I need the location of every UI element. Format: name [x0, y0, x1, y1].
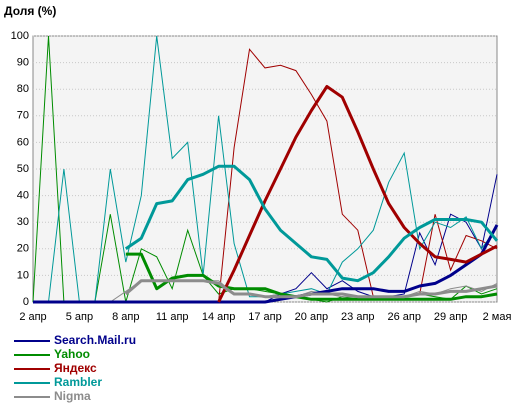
- y-tick-label: 10: [17, 269, 29, 281]
- x-tick-label: 23 апр: [341, 311, 374, 323]
- trend-line: [125, 252, 498, 301]
- legend-label: Search.Mail.ru: [54, 333, 136, 347]
- legend-label: Rambler: [54, 375, 102, 389]
- y-tick-label: 20: [17, 243, 29, 255]
- trend-line: [124, 279, 498, 299]
- x-tick-label: 2 мая: [483, 311, 512, 323]
- x-tick-label: 14 апр: [202, 311, 235, 323]
- y-tick-label: 30: [17, 216, 29, 228]
- legend-label: Yahoo: [54, 347, 90, 361]
- y-tick-label: 60: [17, 136, 29, 148]
- legend-label: Nigma: [54, 389, 91, 403]
- trend-line: [124, 164, 499, 283]
- x-tick-label: 2 апр: [19, 311, 46, 323]
- y-tick-label: 50: [17, 163, 29, 175]
- y-tick-label: 70: [17, 110, 29, 122]
- x-tick-label: 11 апр: [156, 311, 189, 323]
- y-tick-label: 100: [11, 30, 29, 42]
- x-tick-label: 26 апр: [387, 311, 420, 323]
- y-axis-title: Доля (%): [4, 4, 56, 18]
- legend-label: Яндекс: [54, 361, 97, 375]
- x-tick-label: 5 апр: [66, 311, 93, 323]
- trend-line: [33, 224, 499, 304]
- y-tick-label: 0: [23, 296, 29, 308]
- x-tick-label: 20 апр: [295, 311, 328, 323]
- x-tick-label: 17 апр: [248, 311, 281, 323]
- trend-line: [217, 85, 498, 303]
- x-tick-label: 8 апр: [112, 311, 139, 323]
- y-tick-label: 90: [17, 57, 29, 69]
- y-tick-label: 80: [17, 83, 29, 95]
- x-tick-label: 29 апр: [434, 311, 467, 323]
- y-tick-label: 40: [17, 190, 29, 202]
